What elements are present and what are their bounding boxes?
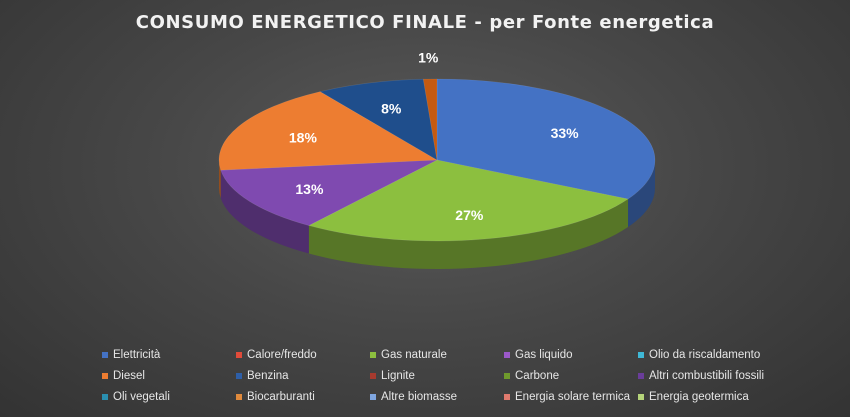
legend-label: Altre biomasse [381, 390, 458, 403]
legend-item: Elettricità [102, 349, 236, 361]
legend-swatch [638, 372, 644, 379]
legend-row: Oli vegetali Biocarburanti Altre biomasse E… [102, 386, 842, 407]
legend-item: Diesel [102, 370, 236, 382]
legend-item: Oli vegetali [102, 391, 236, 403]
legend-swatch [102, 372, 108, 379]
legend-label: Oli vegetali [113, 390, 170, 403]
legend-label: Benzina [247, 369, 289, 382]
legend-swatch [102, 393, 108, 400]
legend-label: Elettricità [113, 348, 161, 361]
pie-slice [319, 78, 438, 161]
legend-label: Carbone [515, 369, 560, 382]
legend-label: Diesel [113, 369, 145, 382]
legend-item: Gas liquido [504, 349, 638, 361]
legend-label: Gas liquido [515, 348, 573, 361]
legend-item: Gas naturale [370, 349, 504, 361]
legend-label: Biocarburanti [247, 390, 315, 403]
legend-item: Olio da riscaldamento [638, 349, 788, 361]
data-label: 1% [418, 49, 439, 65]
legend-swatch [504, 372, 510, 379]
data-label: 18% [289, 130, 318, 146]
legend-item: Energia solare termica [504, 391, 638, 403]
chart-legend: Elettricità Calore/freddo Gas naturale Gas … [102, 344, 842, 407]
legend-swatch [504, 393, 510, 400]
pie-slice-side [308, 199, 629, 269]
legend-label: Energia solare termica [515, 390, 631, 403]
data-label: 8% [381, 101, 402, 117]
data-label: 13% [295, 181, 324, 197]
legend-swatch [102, 351, 108, 358]
legend-item: Lignite [370, 370, 504, 382]
legend-label: Calore/freddo [247, 348, 317, 361]
legend-item: Altri combustibili fossili [638, 370, 788, 382]
legend-item: Calore/freddo [236, 349, 370, 361]
legend-label: Altri combustibili fossili [649, 369, 765, 382]
legend-swatch [370, 351, 376, 358]
legend-swatch [504, 351, 510, 358]
legend-label: Lignite [381, 369, 415, 382]
legend-item: Biocarburanti [236, 391, 370, 403]
data-label: 33% [551, 125, 580, 141]
legend-swatch [236, 351, 242, 358]
pie-slice [436, 78, 656, 200]
pie-slice-side [220, 170, 309, 254]
legend-item: Benzina [236, 370, 370, 382]
legend-label: Olio da riscaldamento [649, 348, 761, 361]
legend-swatch [370, 372, 376, 379]
legend-swatch [638, 351, 644, 358]
legend-row: Elettricità Calore/freddo Gas naturale Gas … [102, 344, 842, 365]
pie-slice [218, 91, 439, 171]
legend-swatch [236, 372, 242, 379]
legend-swatch [236, 393, 242, 400]
legend-item: Altre biomasse [370, 391, 504, 403]
chart-title: CONSUMO ENERGETICO FINALE - per Fonte en… [135, 12, 715, 33]
legend-label: Gas naturale [381, 348, 447, 361]
legend-row: Diesel Benzina Lignite Carbone Altri combust… [102, 365, 842, 386]
legend-swatch [638, 393, 644, 400]
pie-slice [422, 78, 438, 161]
data-label: 27% [455, 207, 484, 223]
pie-slice [220, 159, 438, 226]
pie-slice-side [219, 160, 221, 199]
legend-swatch [370, 393, 376, 400]
legend-label: Energia geotermica [649, 390, 749, 403]
pie-slice [308, 159, 629, 242]
pie-slice-side [628, 160, 655, 228]
legend-item: Energia geotermica [638, 391, 788, 403]
legend-item: Carbone [504, 370, 638, 382]
